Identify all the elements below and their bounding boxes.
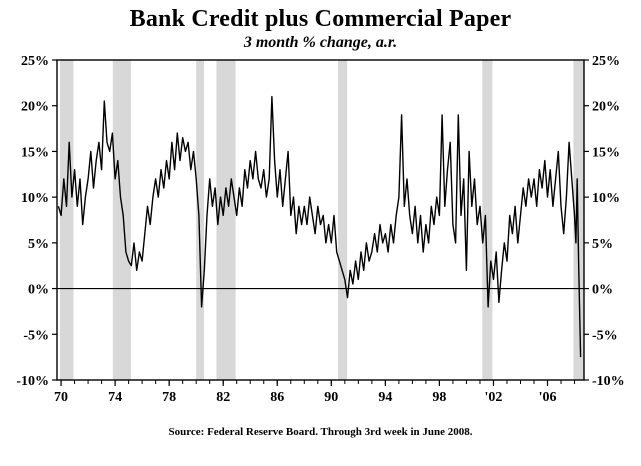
y-tick-label-left: 5% [28, 237, 49, 252]
y-tick-label-right: 0% [592, 283, 613, 298]
y-tick-label-left: -10% [16, 374, 49, 389]
recession-band [216, 60, 236, 380]
y-tick-label-right: 20% [592, 100, 620, 115]
data-line [57, 95, 582, 358]
y-tick-label-right: 15% [592, 145, 620, 160]
y-tick-label-right: 25% [592, 54, 620, 69]
recession-band [196, 60, 205, 380]
recession-band [573, 60, 584, 380]
y-tick-label-left: 15% [21, 145, 49, 160]
y-tick-label-left: -5% [23, 328, 49, 343]
chart-source: Source: Federal Reserve Board. Through 3… [168, 426, 473, 438]
x-tick-label: 78 [162, 390, 176, 405]
recession-band [112, 60, 131, 380]
recession-band [59, 60, 74, 380]
plot-border [56, 59, 585, 381]
x-tick-label: 74 [108, 390, 122, 405]
y-tick-label-left: 25% [21, 54, 49, 69]
y-tick-label-left: 0% [28, 283, 49, 298]
x-tick-label: 94 [378, 390, 392, 405]
chart-svg: -10% -10% -5% -5% 0% 0% 5% 5% 10% 10% 15% 15% 20% 20%… [16, 54, 625, 405]
y-tick-label-right: -10% [592, 374, 625, 389]
x-tick-label: '06 [539, 390, 557, 405]
x-tick-label: 90 [324, 390, 338, 405]
chart-title: Bank Credit plus Commercial Paper [129, 6, 512, 32]
x-tick-label: 70 [54, 390, 68, 405]
x-tick-label: 86 [270, 390, 284, 405]
chart-subtitle: 3 month % change, a.r. [243, 34, 398, 51]
recession-band [338, 60, 348, 380]
recession-band [482, 60, 493, 380]
y-tick-label-left: 20% [21, 100, 49, 115]
x-tick-label: 82 [216, 390, 230, 405]
y-tick-label-left: 10% [21, 191, 49, 206]
x-tick-label: 98 [432, 390, 446, 405]
y-tick-label-right: -5% [592, 328, 618, 343]
y-tick-label-right: 10% [592, 191, 620, 206]
y-tick-label-right: 5% [592, 237, 613, 252]
x-tick-label: '02 [485, 390, 503, 405]
